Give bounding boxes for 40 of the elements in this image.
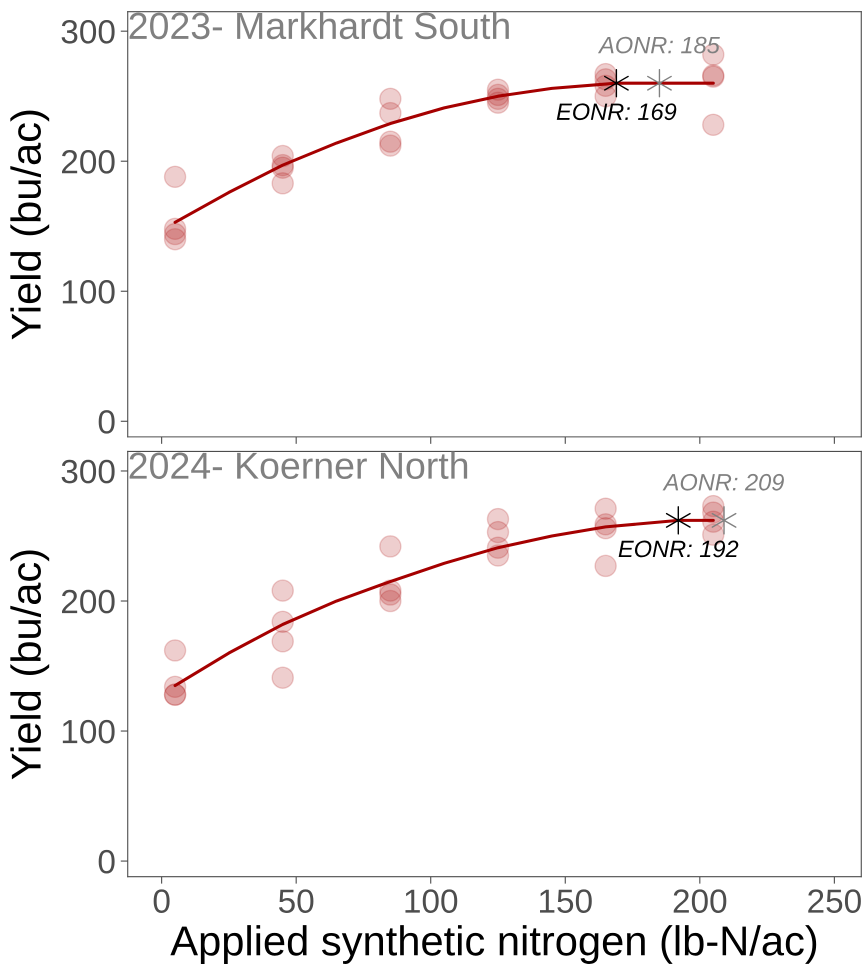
- point: [379, 102, 402, 124]
- y-tick-label: 100: [62, 280, 115, 304]
- point: [702, 114, 724, 136]
- y-tick-label: 300: [62, 20, 115, 44]
- point: [647, 68, 672, 98]
- point: [271, 630, 294, 653]
- annotation: EONR: 192: [618, 540, 738, 558]
- y-axis-title: Yield (bu/ac): [10, 550, 50, 780]
- chart-title: 2024- Koerner North: [130, 451, 468, 480]
- x-tick-label: 250: [808, 889, 861, 913]
- point: [271, 579, 294, 602]
- x-tick-label: 200: [674, 889, 726, 913]
- x-tick-label: 50: [278, 889, 314, 913]
- annotation: EONR: 169: [556, 103, 676, 120]
- point: [712, 506, 736, 535]
- x-tick-label: 100: [405, 889, 458, 913]
- x-axis-title: Applied synthetic nitrogen (lb-N/ac): [170, 925, 816, 964]
- x-tick-label: 0: [154, 889, 170, 913]
- point: [164, 166, 186, 188]
- annotation: AONR: 185: [598, 36, 720, 54]
- y-tick-label: 0: [98, 410, 115, 434]
- y-tick-label: 0: [98, 850, 115, 874]
- annotation: AONR: 209: [662, 474, 784, 491]
- y-tick-label: 300: [62, 460, 115, 484]
- point: [379, 590, 402, 612]
- point: [604, 68, 629, 98]
- point: [379, 535, 402, 558]
- y-axis-title: Yield (bu/ac): [10, 110, 50, 340]
- y-tick-label: 200: [62, 590, 115, 614]
- point: [594, 554, 617, 578]
- chart-title: 2023- Markhardt South: [130, 12, 509, 40]
- point: [379, 134, 402, 157]
- point: [271, 172, 294, 195]
- point: [666, 506, 691, 535]
- point: [164, 639, 186, 662]
- x-tick-label: 150: [540, 889, 592, 913]
- y-tick-label: 100: [62, 720, 115, 744]
- point: [164, 228, 186, 250]
- y-tick-label: 200: [62, 150, 115, 174]
- point: [271, 666, 294, 689]
